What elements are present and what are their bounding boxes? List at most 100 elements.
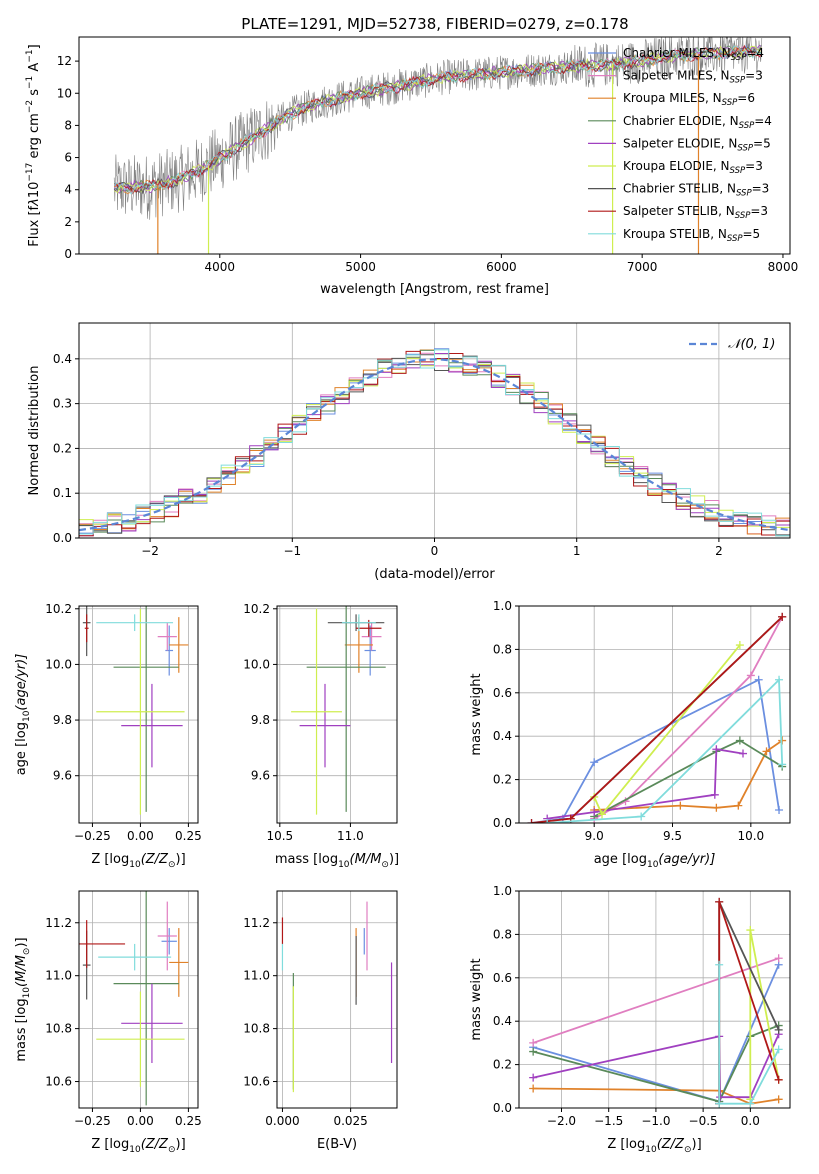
mass-weight-vs-metallicity-panel: −2.0 −1.5 −1.0 −0.5 0.0 0.0 0.2 0.4 0.6 0.8 1.0 Z [… xyxy=(469,884,791,1155)
label-sub2: ⊙ xyxy=(381,860,389,870)
grid-lines xyxy=(79,606,198,823)
y-tick-label: 2 xyxy=(64,215,72,229)
age-vs-mass-panel: 10.5 11.0 9.6 9.8 10.0 10.2 mass [log10(M/M⊙)] xyxy=(243,602,399,870)
y-tick-label: 12 xyxy=(57,54,72,68)
residuals-panel: −2 −1 0 1 2 0.0 0.1 0.2 0.3 0.4 𝒩(0, 1) (data-model… xyxy=(27,322,791,582)
label-sub2: ⊙ xyxy=(168,1145,176,1155)
mass-weight-marker xyxy=(712,803,721,812)
legend-sub: SSP xyxy=(737,143,753,153)
y-tick-label: 0.3 xyxy=(53,397,72,411)
label-head: Z [log xyxy=(91,852,129,867)
model-spectrum-line xyxy=(114,44,762,195)
label-tail: (M/M xyxy=(14,955,29,987)
x-axis-label: mass [log10(M/M⊙)] xyxy=(275,852,399,870)
x-tick-label: 0.25 xyxy=(175,1114,202,1128)
legend-label: Chabrier STELIB, N xyxy=(623,182,736,196)
grid-lines xyxy=(519,890,790,1109)
label-sub2: ⊙ xyxy=(684,1145,692,1155)
legend-label: Salpeter STELIB, N xyxy=(623,204,735,218)
label-head: mass [log xyxy=(14,998,29,1061)
x-tick-label: 0.00 xyxy=(127,1114,154,1128)
legend-label: Kroupa ELODIE, N xyxy=(623,159,730,173)
y-axis-label: Normed distribution xyxy=(27,366,42,496)
mass-weight-marker xyxy=(598,810,607,819)
legend-sub: SSP xyxy=(727,234,743,244)
y-tick-label: 0.2 xyxy=(493,773,512,787)
mass-weight-line xyxy=(532,957,779,1044)
y-tick-label: 1.0 xyxy=(493,599,512,613)
x-tick-label: 0.00 xyxy=(127,829,154,843)
axes-frame xyxy=(518,605,791,824)
x-tick-label: 9.0 xyxy=(585,829,604,843)
plot-area xyxy=(113,37,763,254)
legend-entry: Salpeter MILES, NSSP=3 xyxy=(623,69,763,86)
label-sub: 10 xyxy=(22,987,32,999)
grid-lines xyxy=(277,606,397,823)
model-spectrum-line xyxy=(113,45,762,195)
mass-weight-marker xyxy=(774,1075,783,1084)
label-head: age [log xyxy=(14,722,29,775)
label-head: Z [log xyxy=(91,1137,129,1152)
mass-weight-marker xyxy=(778,612,787,621)
mass-weight-marker xyxy=(746,1099,755,1108)
plot-area xyxy=(529,897,783,1108)
label-sub2: ⊙ xyxy=(168,860,176,870)
y-tick-label: 6 xyxy=(64,151,72,165)
label-head: mass [log xyxy=(275,852,338,867)
y-axis-label: age [log10(age/yr)] xyxy=(14,654,32,776)
y-tick-label: 0.2 xyxy=(53,441,72,455)
x-tick-label: 10.0 xyxy=(737,829,764,843)
legend-sub: SSP xyxy=(735,211,751,221)
label-head: mass weight xyxy=(469,673,484,755)
y-tick-label: 0.8 xyxy=(493,927,512,941)
mass-weight-marker xyxy=(739,749,748,758)
legend-entry: Kroupa ELODIE, NSSP=3 xyxy=(623,159,763,176)
legend-sub: SSP xyxy=(731,53,747,63)
y-tick-label: 10.8 xyxy=(45,1022,72,1036)
y-tick-label: 9.6 xyxy=(53,769,72,783)
y-tick-label: 10 xyxy=(57,86,72,100)
y-tick-label: 10.8 xyxy=(243,1022,270,1036)
mass-weight-marker xyxy=(774,1095,783,1104)
y-tick-label: 11.2 xyxy=(45,916,72,930)
mass-weight-marker xyxy=(735,736,744,745)
mass-weight-marker xyxy=(746,671,755,680)
x-axis-label: Z [log10(Z/Z⊙)] xyxy=(607,1137,701,1155)
axes-frame xyxy=(518,890,791,1109)
mass-weight-marker xyxy=(715,897,724,906)
mass-vs-ebv-panel: 0.000 0.025 10.6 10.8 11.0 11.2 E(B-V) xyxy=(243,890,398,1152)
age-vs-metallicity-panel: −0.25 0.00 0.259.69.810.010.2Z [log10(Z/Z⊙… xyxy=(14,602,202,870)
legend-entry: Chabrier STELIB, NSSP=3 xyxy=(623,182,769,199)
y-tick-label: 10.6 xyxy=(243,1075,270,1089)
label-sub: 10 xyxy=(129,860,141,870)
legend-entry: Chabrier MILES, NSSP=4 xyxy=(623,46,764,63)
label-tail: (Z/Z xyxy=(141,852,169,867)
y-tick-label: 0.6 xyxy=(493,686,512,700)
legend-value: =3 xyxy=(745,159,763,173)
mass-weight-marker xyxy=(529,1038,538,1047)
legend-entry: Salpeter ELODIE, NSSP=5 xyxy=(623,136,771,153)
x-tick-label: −1.5 xyxy=(594,1114,623,1128)
legend-sub: SSP xyxy=(730,166,746,176)
legend-label: Kroupa MILES, N xyxy=(623,91,722,105)
label-head: Z [log xyxy=(607,1137,645,1152)
x-tick-label: 11.0 xyxy=(337,829,364,843)
mass-weight-marker xyxy=(590,808,599,817)
mass-weight-marker xyxy=(543,819,552,823)
x-axis-label: age [log10(age/yr)] xyxy=(594,852,716,870)
y-tick-label: 10.6 xyxy=(45,1075,72,1089)
mass-weight-marker xyxy=(735,641,744,650)
axes-frame xyxy=(276,890,398,1109)
y-tick-label: 0.0 xyxy=(493,1101,512,1115)
mass-weight-marker xyxy=(529,1047,538,1056)
legend-value: =3 xyxy=(750,204,768,218)
label-sub: 10 xyxy=(645,1145,657,1155)
mass-weight-line xyxy=(718,901,780,1104)
y-tick-label: 0.0 xyxy=(493,816,512,830)
axes-frame xyxy=(276,605,398,824)
axes-frame xyxy=(78,890,199,1109)
y-tick-label: 11.0 xyxy=(45,969,72,983)
mass-weight-marker xyxy=(637,812,646,821)
mass-weight-marker xyxy=(754,675,763,684)
